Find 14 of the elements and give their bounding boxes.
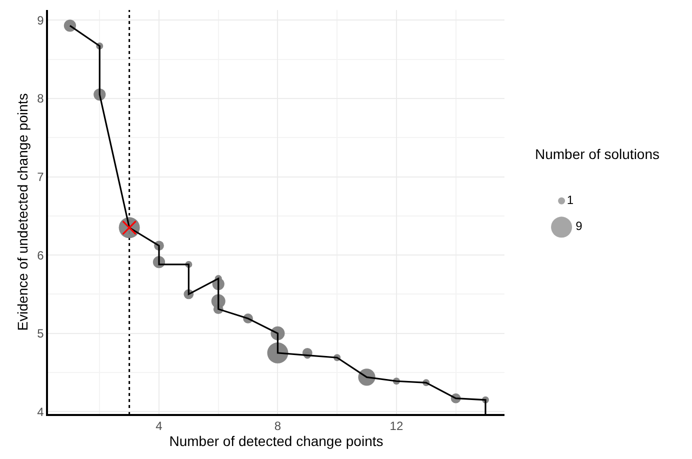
y-tick-label: 8 xyxy=(37,92,44,106)
x-tick-label: 12 xyxy=(390,419,404,434)
y-tick-label: 7 xyxy=(37,170,44,184)
legend-title: Number of solutions xyxy=(535,146,660,162)
y-tick-label: 4 xyxy=(37,404,44,419)
x-tick-label: 4 xyxy=(156,419,163,434)
legend-label: 9 xyxy=(576,219,583,234)
y-tick-label: 6 xyxy=(37,248,44,262)
legend-label: 1 xyxy=(566,192,574,207)
x-axis-title: Number of detected change points xyxy=(169,433,384,450)
x-tick-label: 8 xyxy=(274,419,282,434)
y-axis-title: Evidence of undetected change points xyxy=(14,93,30,331)
y-tick-label: 9 xyxy=(37,13,44,28)
y-tick-label: 5 xyxy=(37,326,44,341)
